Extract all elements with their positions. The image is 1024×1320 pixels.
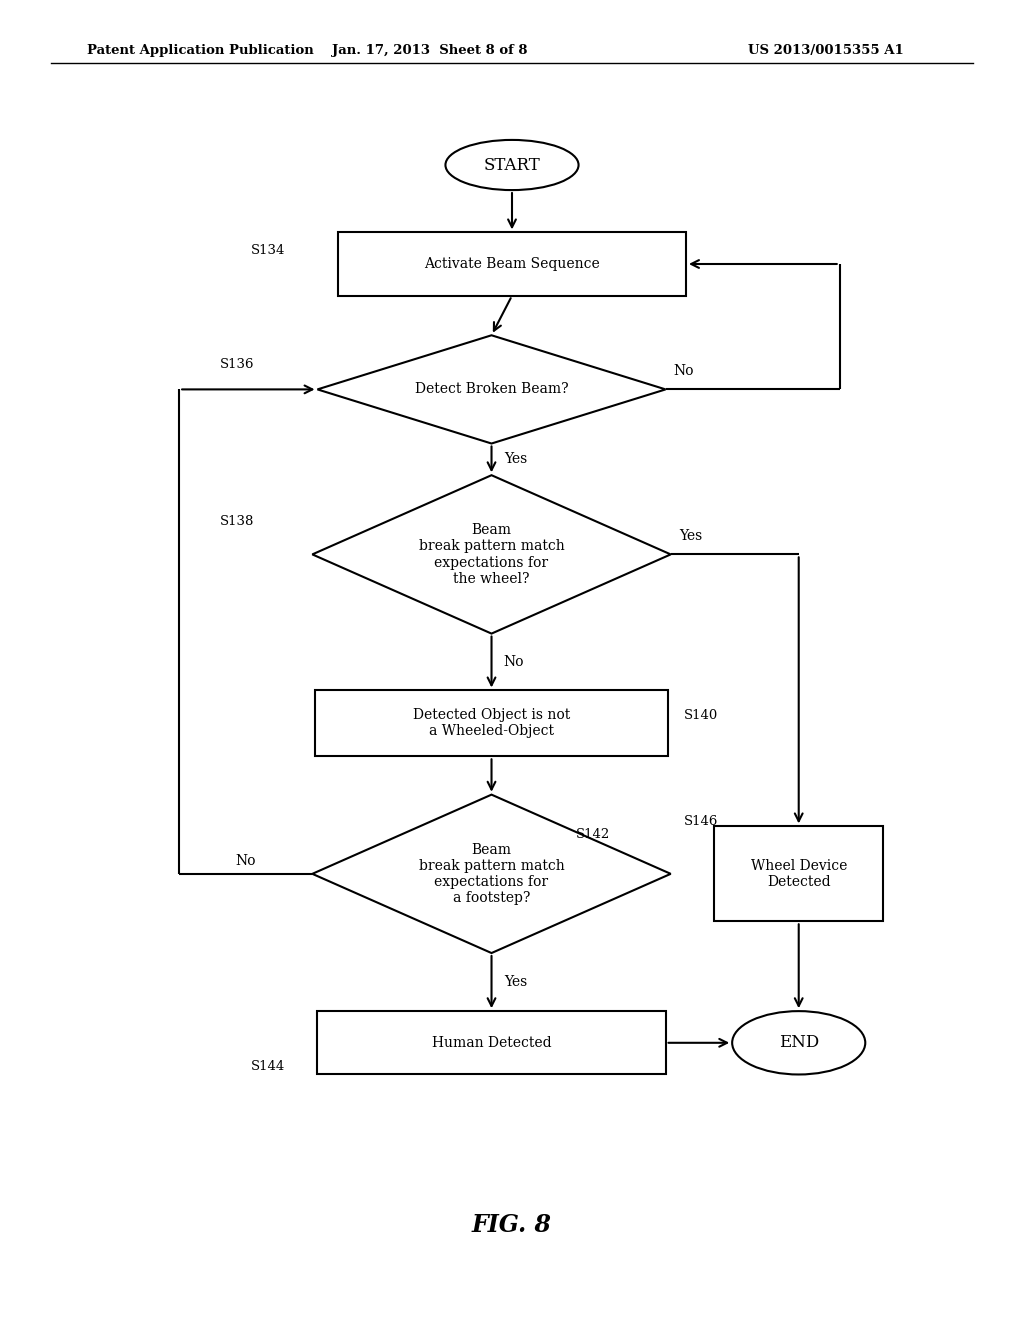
Polygon shape	[312, 475, 671, 634]
Text: Yes: Yes	[504, 453, 527, 466]
Polygon shape	[317, 335, 666, 444]
Text: S146: S146	[684, 814, 719, 828]
Text: S138: S138	[220, 515, 255, 528]
Text: S134: S134	[251, 244, 286, 257]
Text: US 2013/0015355 A1: US 2013/0015355 A1	[748, 44, 903, 57]
Text: No: No	[674, 364, 694, 378]
Text: Detect Broken Beam?: Detect Broken Beam?	[415, 383, 568, 396]
Text: START: START	[483, 157, 541, 173]
Text: S142: S142	[575, 828, 609, 841]
Text: FIG. 8: FIG. 8	[472, 1213, 552, 1237]
Text: Yes: Yes	[504, 975, 527, 989]
FancyBboxPatch shape	[317, 1011, 666, 1074]
Ellipse shape	[732, 1011, 865, 1074]
Text: S144: S144	[251, 1060, 285, 1073]
Text: Patent Application Publication: Patent Application Publication	[87, 44, 313, 57]
Text: Yes: Yes	[679, 529, 702, 543]
Text: END: END	[778, 1035, 819, 1051]
Text: Wheel Device
Detected: Wheel Device Detected	[751, 859, 847, 888]
Text: No: No	[236, 854, 256, 867]
Text: Beam
break pattern match
expectations for
the wheel?: Beam break pattern match expectations fo…	[419, 523, 564, 586]
Text: Human Detected: Human Detected	[432, 1036, 551, 1049]
Polygon shape	[312, 795, 671, 953]
Text: S140: S140	[684, 709, 718, 722]
FancyBboxPatch shape	[315, 690, 668, 756]
Text: Detected Object is not
a Wheeled-Object: Detected Object is not a Wheeled-Object	[413, 709, 570, 738]
Text: Activate Beam Sequence: Activate Beam Sequence	[424, 257, 600, 271]
FancyBboxPatch shape	[715, 826, 883, 921]
Ellipse shape	[445, 140, 579, 190]
Text: S136: S136	[220, 358, 255, 371]
Text: Beam
break pattern match
expectations for
a footstep?: Beam break pattern match expectations fo…	[419, 842, 564, 906]
Text: No: No	[504, 655, 524, 669]
FancyBboxPatch shape	[338, 232, 686, 296]
Text: Jan. 17, 2013  Sheet 8 of 8: Jan. 17, 2013 Sheet 8 of 8	[333, 44, 527, 57]
